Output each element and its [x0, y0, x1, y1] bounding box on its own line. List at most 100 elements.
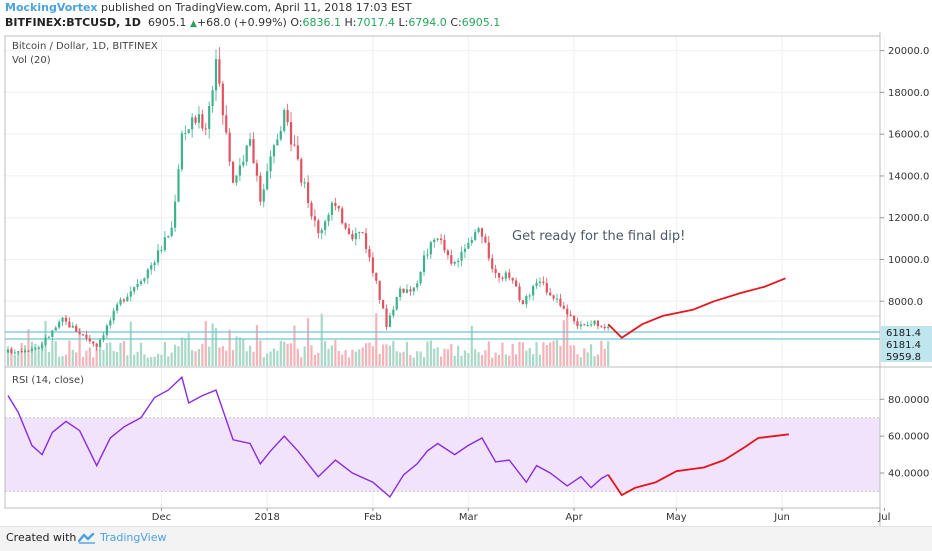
volume-bar: [231, 350, 235, 366]
candle-body: [163, 237, 166, 251]
chart-text: Bitcoin / Dollar, 1D, BITFINEX Vol (20) …: [12, 41, 685, 386]
volume-bar: [358, 349, 361, 366]
volume-bar: [211, 323, 214, 366]
candle-body: [491, 258, 494, 269]
volume-bar: [491, 357, 494, 366]
rsi-band: [5, 417, 880, 492]
candle-body: [194, 117, 197, 123]
support-lines: [5, 315, 880, 340]
volume-bar: [221, 346, 224, 366]
volume-bar: [242, 339, 245, 366]
candle-body: [334, 202, 337, 207]
candle-body: [385, 308, 388, 328]
volume-bar: [41, 341, 44, 366]
volume-bar: [139, 342, 143, 366]
candle-body: [88, 338, 91, 342]
volume-bar: [160, 354, 163, 366]
volume-bar: [293, 325, 296, 366]
candle-body: [34, 348, 37, 350]
candle-body: [85, 334, 88, 339]
volume-bar: [337, 350, 340, 366]
volume-bar: [167, 356, 170, 366]
candle-body: [313, 216, 316, 221]
volume-bar: [276, 350, 279, 366]
candle-body: [419, 271, 422, 284]
volume-bar: [559, 345, 562, 366]
volume-bar: [388, 345, 392, 366]
volume-bar: [194, 351, 197, 366]
candle-body: [51, 330, 54, 337]
open-value: 6836.1: [302, 16, 341, 29]
author-name[interactable]: MockingVortex: [5, 1, 98, 14]
candle-body: [518, 286, 521, 301]
price-chart[interactable]: 8000.0 10000.0 12000.0 14000.0 16000.0 18000.…: [0, 0, 932, 526]
candle-body: [501, 277, 504, 279]
candle-body: [528, 295, 531, 297]
candle-body: [402, 288, 405, 293]
candle-body: [225, 115, 228, 133]
rsi-tick-label: 40.0000: [888, 469, 929, 480]
volume-bar: [535, 342, 538, 366]
volume-bar: [259, 340, 262, 366]
candle-body: [78, 331, 81, 335]
candle-body: [167, 235, 170, 238]
price-tag-background: [881, 338, 932, 350]
candle-body: [344, 223, 347, 229]
volume-bar: [542, 342, 545, 366]
volume-bar: [283, 341, 286, 366]
volume-bar: [272, 348, 276, 366]
candle-body: [191, 117, 194, 130]
candle-body: [586, 324, 589, 326]
candle-body: [426, 254, 429, 256]
candle-body: [436, 238, 439, 240]
volume-bar: [545, 345, 548, 366]
volume-bar: [34, 343, 37, 366]
volume-bar: [549, 342, 552, 366]
volume-bar: [153, 356, 156, 366]
axes: 8000.0 10000.0 12000.0 14000.0 16000.0 18000.…: [152, 46, 932, 523]
volume-bar: [521, 342, 525, 366]
volume-bar: [450, 344, 453, 366]
volume-bar: [371, 346, 374, 366]
candle-body: [382, 299, 385, 309]
volume-bar: [197, 349, 201, 366]
volume-bar: [150, 357, 153, 366]
time-tick-label: Jun: [773, 512, 790, 523]
volume-bar: [289, 343, 293, 366]
candle-body: [283, 110, 286, 131]
volume-bar: [306, 318, 310, 366]
published-text: published on TradingView.com, April 11, …: [97, 1, 412, 14]
candle-body: [504, 272, 507, 279]
volume-bar: [238, 337, 241, 366]
volume-bar: [177, 346, 180, 366]
volume-bar: [300, 357, 303, 366]
volume-bar: [252, 351, 255, 366]
volume-bar: [596, 354, 600, 366]
volume-bar: [313, 354, 316, 366]
candle-body: [119, 299, 122, 305]
candle-body: [422, 255, 426, 272]
open-label: O:: [290, 16, 303, 29]
tradingview-logo-icon[interactable]: [78, 532, 96, 544]
candle-body: [511, 277, 514, 281]
volume-bar: [51, 340, 54, 366]
candle-body: [300, 159, 303, 183]
volume-bar: [385, 344, 388, 366]
candle-body: [20, 351, 23, 353]
tradingview-brand[interactable]: TradingView: [100, 531, 167, 544]
volume-bar: [341, 354, 344, 366]
candle-body: [487, 242, 490, 259]
volume-bar: [64, 354, 68, 366]
candle-body: [545, 283, 548, 293]
candle-body: [58, 321, 61, 328]
volume-bar: [71, 350, 74, 366]
candle-body: [13, 352, 16, 354]
volume-bar: [225, 350, 228, 366]
candle-body: [177, 169, 180, 202]
candle-body: [249, 139, 252, 146]
candle-body: [61, 317, 64, 322]
candle-body: [81, 334, 85, 336]
candle-body: [552, 295, 555, 299]
chart-frame: [4, 32, 932, 526]
time-tick-label: Mar: [459, 512, 479, 523]
